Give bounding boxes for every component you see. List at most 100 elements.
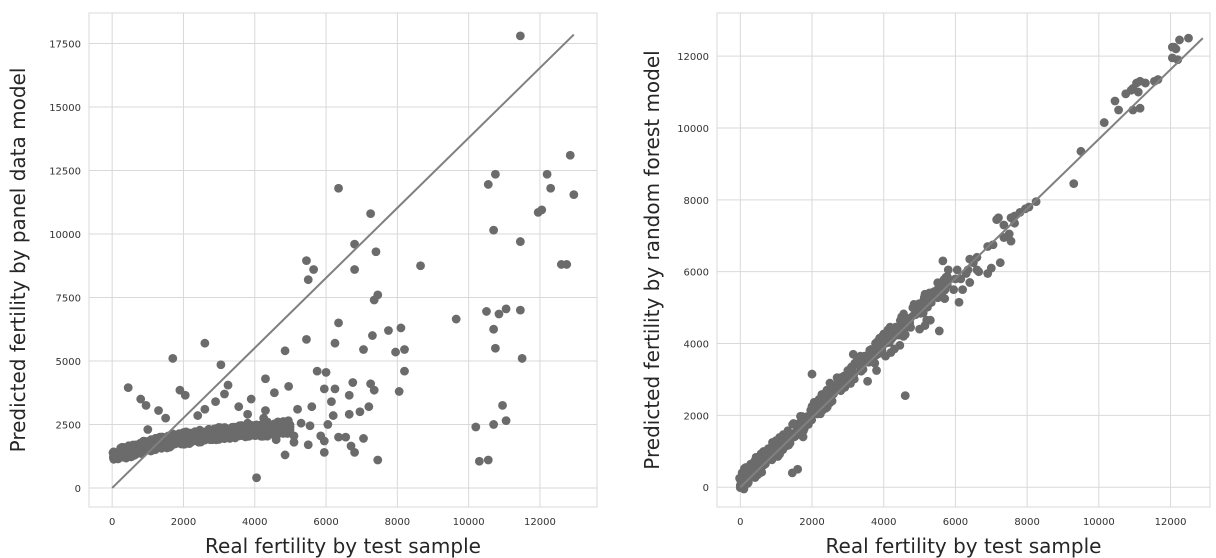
data-point <box>180 390 190 400</box>
data-point <box>341 432 351 442</box>
data-point <box>483 180 493 189</box>
data-point <box>239 430 249 440</box>
data-point <box>482 307 491 316</box>
data-point <box>334 432 343 442</box>
data-point <box>200 429 209 438</box>
data-point <box>303 275 313 285</box>
y-axis-label: Predicted fertility by random forest mod… <box>640 50 664 469</box>
data-point <box>537 205 547 215</box>
data-point <box>897 315 907 325</box>
data-point <box>757 455 767 465</box>
data-point <box>1006 236 1016 246</box>
data-point <box>498 401 507 410</box>
data-point <box>474 456 484 466</box>
data-point <box>565 150 575 160</box>
data-point <box>243 418 253 428</box>
reference-line <box>739 37 1204 488</box>
data-point <box>243 409 253 419</box>
data-point <box>1004 229 1014 239</box>
data-point <box>943 265 953 275</box>
data-point <box>200 338 210 348</box>
data-point <box>302 334 311 344</box>
y-tick-label: 12500 <box>49 166 81 177</box>
panel-data-model-chart: 0 2000 4000 6000 8000 10000 12000 0 2500 5000 7500… <box>6 12 598 558</box>
x-tick-label: 0 <box>109 517 115 528</box>
data-point <box>246 394 256 404</box>
data-point <box>974 267 984 277</box>
data-point <box>223 380 233 390</box>
data-point <box>542 169 552 179</box>
data-point <box>359 434 368 443</box>
data-point <box>546 183 556 193</box>
data-point <box>391 347 400 357</box>
data-point <box>735 473 744 483</box>
y-tick-label: 0 <box>75 484 81 495</box>
data-point <box>344 409 354 419</box>
y-tick-label: 8000 <box>684 196 709 207</box>
data-point <box>193 411 203 420</box>
data-point <box>355 407 365 417</box>
data-point <box>289 431 299 441</box>
data-point <box>451 314 461 324</box>
data-point <box>161 413 171 423</box>
data-point <box>1167 53 1177 63</box>
scatter-points <box>123 31 579 483</box>
x-tick-label: 0 <box>737 517 743 528</box>
data-point <box>170 431 179 441</box>
data-point <box>334 318 343 328</box>
data-point <box>368 331 377 340</box>
x-tick-label: 2000 <box>171 517 196 528</box>
data-point <box>117 445 127 454</box>
data-point <box>825 378 835 388</box>
data-point <box>908 303 917 312</box>
x-tick-label: 6000 <box>943 517 968 528</box>
data-point <box>200 404 210 414</box>
data-point <box>330 384 340 394</box>
data-point <box>904 317 914 327</box>
data-point <box>330 338 340 348</box>
x-tick-label: 8000 <box>385 517 410 528</box>
y-tick-label: 17500 <box>49 39 81 50</box>
data-point <box>995 258 1005 268</box>
data-point <box>394 387 404 396</box>
data-point <box>400 366 409 376</box>
data-point <box>1010 218 1019 228</box>
data-point <box>312 366 322 376</box>
data-point <box>384 326 393 335</box>
data-point <box>920 321 930 330</box>
data-point <box>938 256 948 266</box>
data-point <box>954 297 964 307</box>
data-point <box>261 374 270 384</box>
data-point <box>934 326 944 336</box>
data-point <box>471 422 481 432</box>
y-tick-label: 15000 <box>49 103 81 114</box>
data-point <box>321 367 331 377</box>
data-point <box>328 411 338 420</box>
data-point <box>280 450 290 460</box>
data-point <box>569 190 579 199</box>
data-point <box>168 354 178 363</box>
y-tick-label: 10000 <box>49 230 81 241</box>
x-tick-label: 10000 <box>1083 517 1115 528</box>
data-point <box>359 345 368 354</box>
data-point <box>144 445 153 454</box>
data-point <box>364 402 374 412</box>
data-point <box>289 437 299 447</box>
data-point <box>825 398 835 408</box>
data-point <box>373 455 383 465</box>
data-point <box>884 330 894 339</box>
data-point <box>762 450 772 460</box>
data-point <box>798 432 808 442</box>
data-point <box>807 369 817 379</box>
data-point <box>1175 35 1184 45</box>
y-tick-label: 2000 <box>684 411 709 422</box>
y-tick-label: 7500 <box>56 293 81 304</box>
x-tick-label: 12000 <box>1155 517 1187 528</box>
data-point <box>491 169 500 179</box>
data-point <box>327 397 336 406</box>
data-point <box>280 346 290 356</box>
data-point <box>371 247 381 257</box>
data-point <box>491 343 500 353</box>
data-point <box>216 360 226 370</box>
